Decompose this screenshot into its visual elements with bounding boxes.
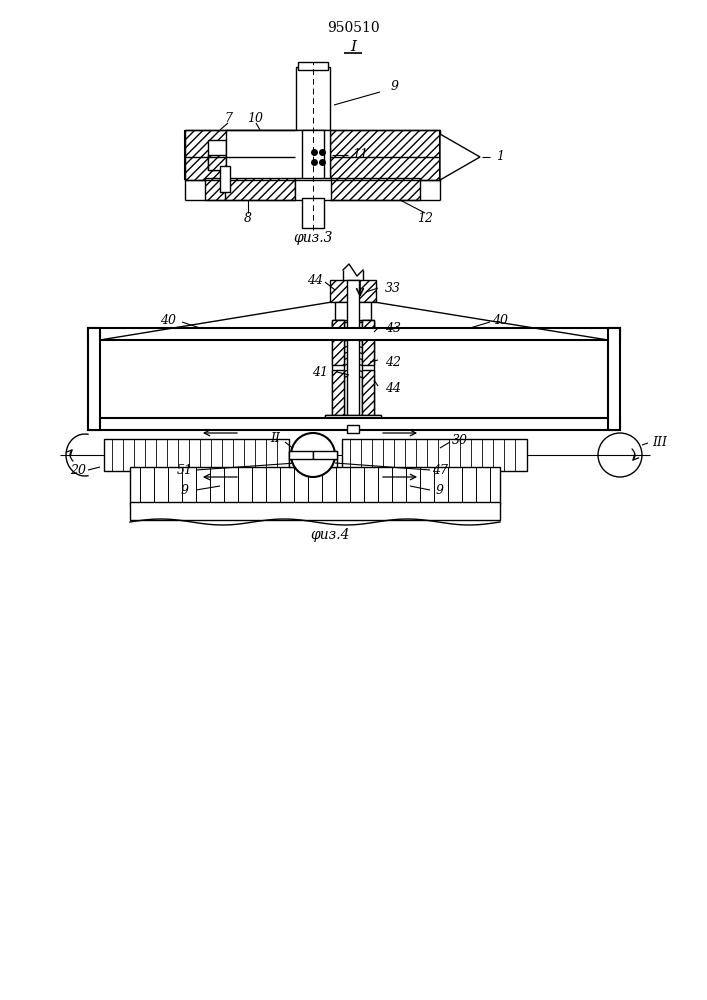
Text: 20: 20 xyxy=(70,464,86,477)
Bar xyxy=(205,178,295,200)
Bar xyxy=(295,178,331,200)
Text: 10: 10 xyxy=(247,111,263,124)
Bar xyxy=(332,370,344,420)
Bar xyxy=(338,300,368,320)
Bar xyxy=(330,130,440,180)
Text: 40: 40 xyxy=(492,314,508,326)
Bar xyxy=(296,67,330,132)
Bar xyxy=(298,62,328,70)
Bar xyxy=(342,439,527,471)
Bar xyxy=(295,130,330,148)
Bar xyxy=(332,322,374,340)
Bar xyxy=(313,459,337,467)
Text: 9: 9 xyxy=(391,81,399,94)
Bar xyxy=(88,418,620,430)
Text: 44: 44 xyxy=(307,273,323,286)
Bar xyxy=(338,322,368,340)
Circle shape xyxy=(598,433,642,477)
Bar xyxy=(88,328,100,430)
Text: φиз.4: φиз.4 xyxy=(310,528,350,542)
Bar xyxy=(104,439,289,471)
Bar xyxy=(325,415,381,425)
Bar xyxy=(289,459,313,467)
Bar xyxy=(362,320,374,420)
Bar xyxy=(130,502,500,520)
Text: 47: 47 xyxy=(432,464,448,477)
Bar xyxy=(185,130,295,180)
Text: 43: 43 xyxy=(385,322,401,334)
Text: 11: 11 xyxy=(352,148,368,161)
Text: I: I xyxy=(350,40,356,54)
Bar xyxy=(313,451,337,459)
Text: 33: 33 xyxy=(385,282,401,294)
Bar xyxy=(289,451,313,459)
Text: 7: 7 xyxy=(224,111,232,124)
Text: 40: 40 xyxy=(160,314,176,326)
Bar xyxy=(302,198,324,228)
Polygon shape xyxy=(440,134,480,180)
Text: φиз.3: φиз.3 xyxy=(293,231,333,245)
Bar xyxy=(88,328,620,340)
Text: 9: 9 xyxy=(181,484,189,496)
Text: 1: 1 xyxy=(496,150,504,163)
Bar xyxy=(220,166,230,192)
Text: 41: 41 xyxy=(312,365,328,378)
Bar xyxy=(362,320,374,365)
Bar xyxy=(347,425,359,433)
Bar xyxy=(226,130,330,180)
Bar xyxy=(330,280,376,302)
Bar xyxy=(325,415,381,425)
Circle shape xyxy=(291,433,335,477)
Bar xyxy=(362,370,374,420)
Text: 12: 12 xyxy=(417,212,433,225)
Text: 30: 30 xyxy=(452,434,468,446)
Text: 950510: 950510 xyxy=(327,21,380,35)
Text: II: II xyxy=(270,432,280,444)
Bar xyxy=(347,280,359,420)
Bar xyxy=(332,320,344,365)
Bar xyxy=(208,155,226,170)
Text: 51: 51 xyxy=(177,464,193,477)
Text: 44: 44 xyxy=(385,381,401,394)
Bar xyxy=(302,130,324,192)
Bar xyxy=(330,178,420,200)
Bar xyxy=(313,451,337,459)
Text: 42: 42 xyxy=(385,356,401,368)
Bar xyxy=(332,320,344,420)
Bar xyxy=(608,328,620,430)
Text: III: III xyxy=(653,436,667,448)
Text: 9: 9 xyxy=(436,484,444,496)
Bar xyxy=(289,451,313,459)
Bar xyxy=(335,302,371,320)
Bar xyxy=(208,140,226,170)
Bar xyxy=(130,467,500,505)
Text: 8: 8 xyxy=(244,212,252,225)
